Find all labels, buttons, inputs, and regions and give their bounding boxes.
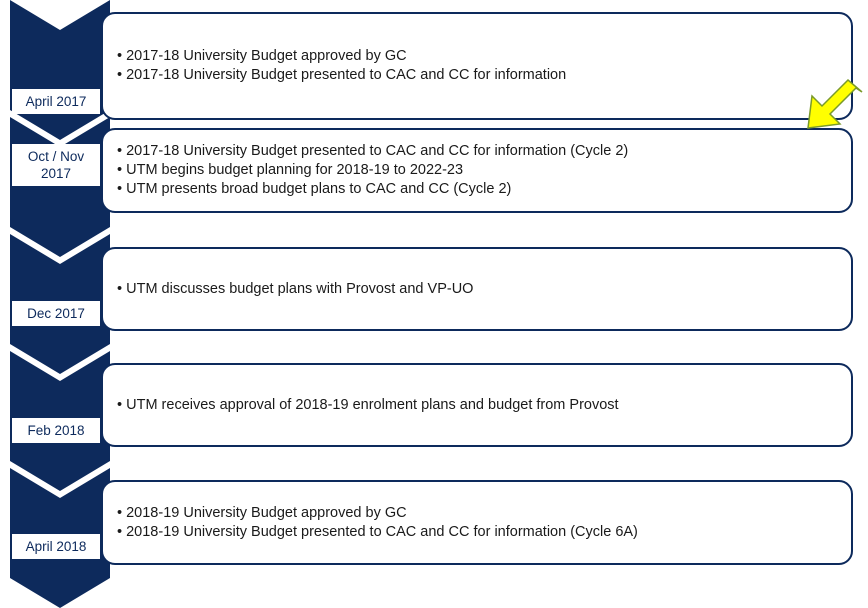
step-label: Feb 2018	[12, 417, 100, 443]
bullet: UTM receives approval of 2018-19 enrolme…	[117, 396, 851, 415]
step-label: April 2018	[12, 533, 100, 559]
bullet: 2017-18 University Budget presented to C…	[117, 142, 851, 161]
bullet: UTM discusses budget plans with Provost …	[117, 280, 851, 299]
step-box: 2017-18 University Budget presented to C…	[101, 128, 853, 213]
step-label: April 2017	[12, 88, 100, 114]
step-box: 2018-19 University Budget approved by GC…	[101, 480, 853, 565]
step-box: UTM receives approval of 2018-19 enrolme…	[101, 363, 853, 447]
bullet: 2018-19 University Budget presented to C…	[117, 523, 851, 542]
step-box: UTM discusses budget plans with Provost …	[101, 247, 853, 331]
bullet: 2017-18 University Budget presented to C…	[117, 66, 851, 85]
highlight-arrow	[807, 78, 863, 129]
bullet: 2018-19 University Budget approved by GC	[117, 504, 851, 523]
bullet: UTM presents broad budget plans to CAC a…	[117, 180, 851, 199]
step-box: 2017-18 University Budget approved by GC…	[101, 12, 853, 120]
bullet: 2017-18 University Budget approved by GC	[117, 47, 851, 66]
step-label: Oct / Nov 2017	[12, 144, 100, 186]
step-label: Dec 2017	[12, 300, 100, 326]
bullet: UTM begins budget planning for 2018-19 t…	[117, 161, 851, 180]
